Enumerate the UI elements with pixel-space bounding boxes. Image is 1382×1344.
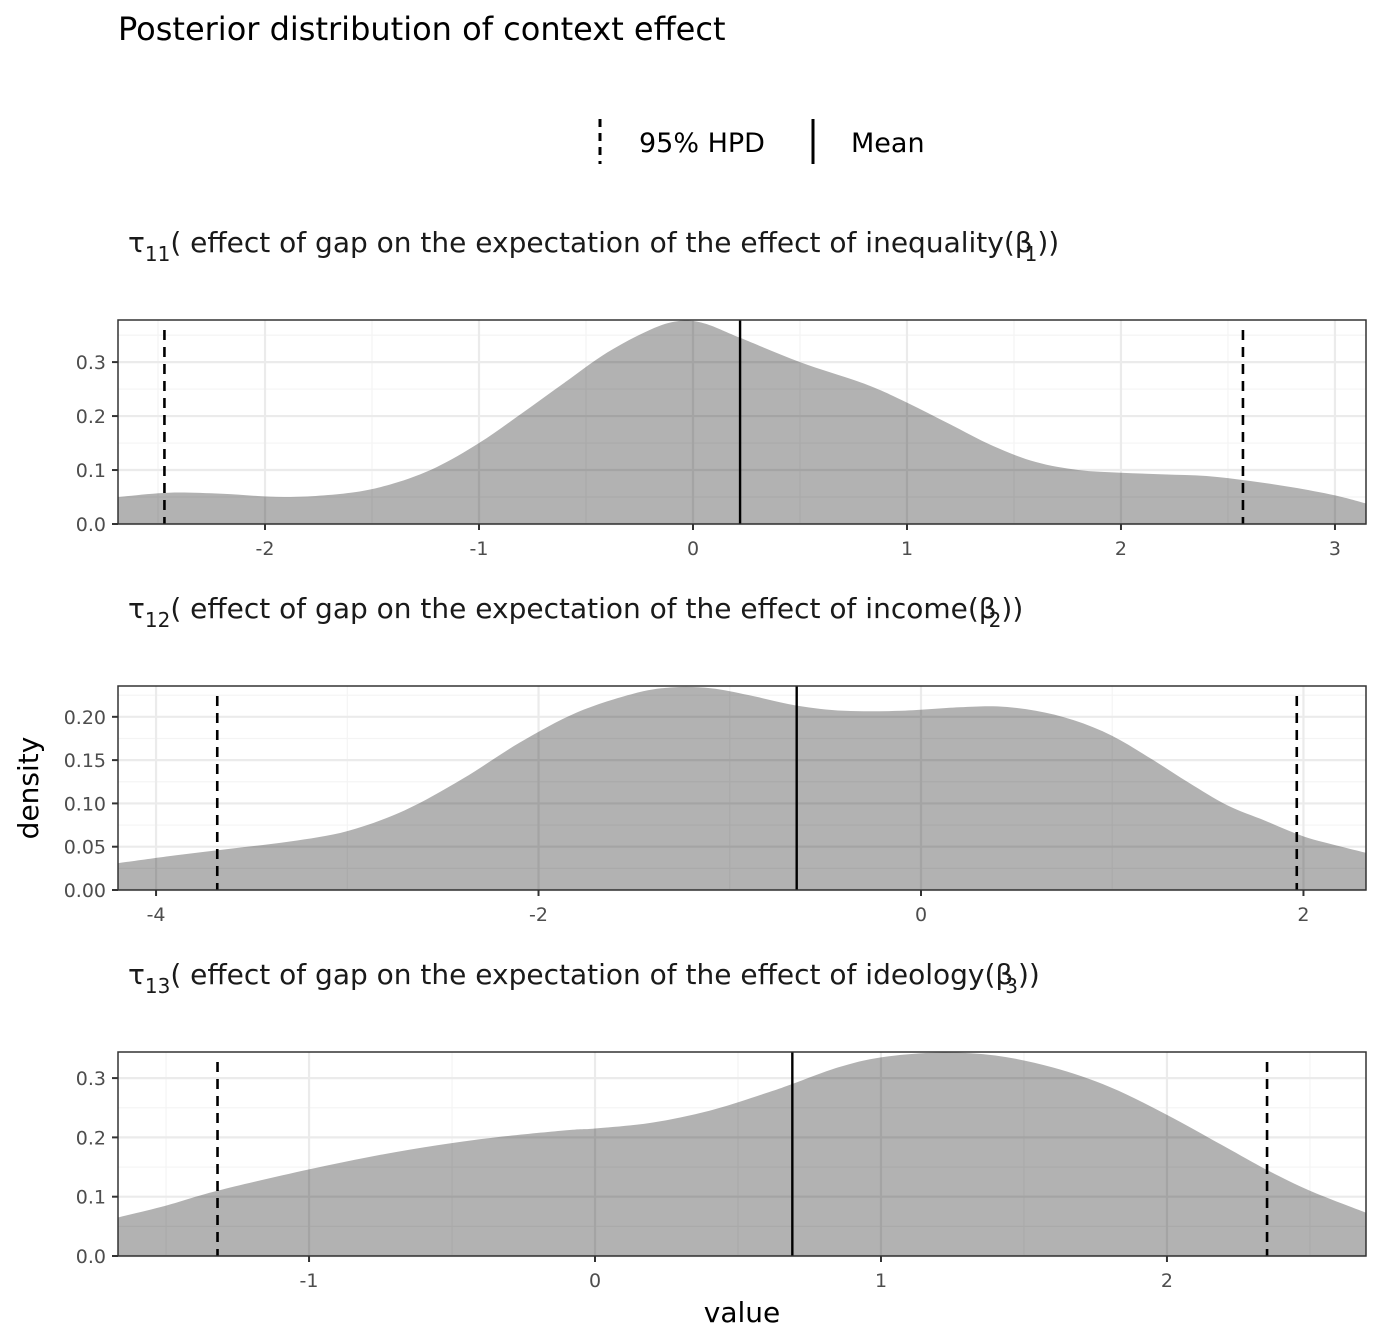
x-axis-title: value <box>704 1296 780 1329</box>
panel-1-strip: τ11( effect of gap on the expectation of… <box>128 226 1059 266</box>
y-tick-label: 0.05 <box>64 837 106 859</box>
legend-label-mean: Mean <box>851 128 925 159</box>
strip-close: )) <box>1037 226 1059 259</box>
y-tick-label: 0.3 <box>76 352 106 374</box>
x-tick-label: 1 <box>901 538 913 560</box>
tau-subscript: 11 <box>145 242 170 266</box>
y-tick-label: 0.2 <box>76 1127 106 1149</box>
strip-text: ( effect of gap on the expectation of th… <box>170 958 995 991</box>
tau-symbol: τ <box>128 958 145 991</box>
y-tick-label: 0.10 <box>64 793 106 815</box>
chart-title: Posterior distribution of context effect <box>118 10 725 48</box>
beta-subscript: 3 <box>1005 974 1018 998</box>
x-tick-label: -2 <box>256 538 275 560</box>
strip-text: ( effect of gap on the expectation of th… <box>170 592 978 625</box>
x-tick-label: 0 <box>589 1270 601 1292</box>
density-area <box>118 686 1366 890</box>
legend: 95% HPD Mean <box>598 119 925 164</box>
density-area <box>118 320 1366 524</box>
panel-2: -4 -2 0 2 0.00 0.05 0.10 0.15 0.20 <box>64 685 1367 926</box>
x-tick-label: -1 <box>300 1270 319 1292</box>
strip-text: ( effect of gap on the expectation of th… <box>170 226 1014 259</box>
y-tick-label: 0.3 <box>76 1068 106 1090</box>
x-tick-label: -1 <box>470 538 489 560</box>
x-tick-label: -4 <box>147 904 166 926</box>
density-area <box>118 1052 1366 1256</box>
y-tick-label: 0.0 <box>76 514 106 536</box>
legend-label-hpd: 95% HPD <box>639 128 765 159</box>
panel-border <box>117 685 1367 891</box>
x-tick-label: 2 <box>1161 1270 1173 1292</box>
y-tick-label: 0.1 <box>76 1187 106 1209</box>
y-tick-label: 0.15 <box>64 750 106 772</box>
y-tick-label: 0.00 <box>64 880 106 902</box>
panel-3: -1 0 1 2 0.0 0.1 0.2 0.3 <box>76 1051 1367 1292</box>
x-tick-label: 0 <box>687 538 699 560</box>
x-tick-label: 2 <box>1115 538 1127 560</box>
x-tick-label: 0 <box>915 904 927 926</box>
x-tick-label: 2 <box>1297 904 1309 926</box>
x-tick-label: -2 <box>529 904 548 926</box>
y-tick-label: 0.0 <box>76 1246 106 1268</box>
tau-subscript: 12 <box>145 608 170 632</box>
panel-3-strip: τ13( effect of gap on the expectation of… <box>128 958 1040 998</box>
panel-1: -2 -1 0 1 2 3 0.0 0.1 0.2 0.3 <box>76 319 1367 560</box>
tau-symbol: τ <box>128 226 145 259</box>
y-tick-label: 0.2 <box>76 406 106 428</box>
beta-subscript: 2 <box>989 608 1002 632</box>
beta-symbol: β <box>1015 226 1033 259</box>
beta-subscript: 1 <box>1025 242 1038 266</box>
panels: -2 -1 0 1 2 30.00.10.20.3-4 -2 0 20.000.050.100.… <box>64 319 1367 1292</box>
panel-border <box>117 1051 1367 1257</box>
tau-symbol: τ <box>128 592 145 625</box>
strip-close: )) <box>1001 592 1023 625</box>
y-axis-title: density <box>12 737 45 840</box>
panel-border <box>117 319 1367 525</box>
x-tick-label: 3 <box>1329 538 1341 560</box>
y-tick-label: 0.1 <box>76 460 106 482</box>
beta-symbol: β <box>995 958 1013 991</box>
tau-subscript: 13 <box>145 974 170 998</box>
x-tick-label: 1 <box>875 1270 887 1292</box>
beta-symbol: β <box>979 592 997 625</box>
strip-close: )) <box>1018 958 1040 991</box>
panel-2-strip: τ12( effect of gap on the expectation of… <box>128 592 1023 632</box>
y-tick-label: 0.20 <box>64 707 106 729</box>
